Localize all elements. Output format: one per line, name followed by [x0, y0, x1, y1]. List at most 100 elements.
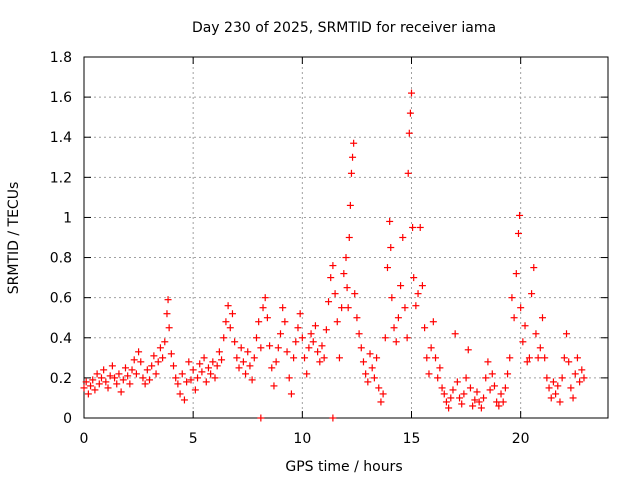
data-point	[355, 330, 363, 338]
data-point	[359, 358, 367, 366]
data-point	[325, 298, 333, 306]
data-point	[534, 354, 542, 362]
data-point	[495, 402, 503, 410]
data-point	[80, 384, 88, 392]
y-tick-label: 1.2	[50, 170, 72, 186]
y-axis-label: SRMTID / TECUs	[6, 182, 22, 295]
data-point	[322, 326, 330, 334]
data-point	[399, 234, 407, 241]
data-point	[106, 372, 114, 380]
data-point	[204, 364, 212, 372]
data-point	[377, 398, 385, 406]
data-point	[242, 370, 250, 378]
data-point	[215, 348, 223, 356]
data-point	[438, 384, 446, 392]
data-point	[185, 358, 193, 366]
data-point	[270, 382, 278, 390]
data-point	[318, 342, 326, 350]
data-point	[442, 398, 450, 406]
data-point	[292, 338, 300, 346]
data-point	[521, 322, 529, 330]
data-point	[233, 354, 241, 362]
data-point	[530, 264, 538, 272]
data-point	[89, 376, 97, 384]
data-point	[130, 356, 138, 364]
data-point	[143, 366, 151, 374]
data-point	[554, 382, 562, 390]
data-point	[178, 370, 186, 378]
data-point	[576, 378, 584, 386]
data-point	[316, 358, 324, 366]
data-point	[296, 310, 304, 318]
data-point	[480, 394, 488, 402]
data-point	[364, 378, 372, 386]
chart-title: Day 230 of 2025, SRMTID for receiver iam…	[192, 20, 496, 36]
data-point	[510, 314, 518, 322]
data-point	[235, 364, 243, 372]
y-tick-label: 0	[63, 411, 72, 427]
data-point	[506, 354, 514, 362]
data-point	[220, 334, 228, 342]
data-point	[124, 372, 132, 380]
data-point	[200, 354, 208, 362]
y-tick-label: 1	[63, 210, 72, 226]
data-point	[239, 358, 247, 366]
data-point	[287, 390, 295, 398]
data-point	[87, 382, 95, 390]
data-point	[343, 284, 351, 292]
data-point	[421, 324, 429, 332]
data-point	[218, 356, 226, 364]
data-point	[335, 354, 343, 362]
data-point	[545, 384, 553, 392]
data-point	[327, 274, 335, 282]
data-point	[250, 354, 258, 362]
data-point	[427, 344, 435, 352]
data-point	[311, 322, 319, 330]
data-point	[117, 388, 125, 396]
data-point	[560, 354, 568, 362]
data-point	[473, 388, 481, 396]
data-point	[475, 398, 483, 406]
data-point	[228, 310, 236, 318]
data-point	[517, 304, 525, 312]
data-point	[279, 304, 287, 312]
data-point	[345, 234, 353, 241]
data-point	[556, 398, 564, 406]
data-point	[412, 302, 420, 310]
data-point	[115, 370, 123, 378]
data-point	[519, 338, 527, 346]
data-point	[580, 374, 588, 382]
data-point	[183, 378, 191, 386]
data-point	[82, 378, 90, 386]
data-point	[207, 370, 215, 378]
data-point	[146, 376, 153, 384]
data-point	[401, 304, 409, 312]
data-point	[301, 354, 309, 362]
data-point	[121, 364, 129, 372]
data-point	[338, 304, 346, 312]
data-point	[351, 290, 359, 298]
data-point	[381, 334, 389, 342]
data-point	[97, 374, 105, 382]
y-tick-label: 1.8	[50, 50, 72, 66]
data-point	[290, 354, 298, 362]
x-axis-label: GPS time / hours	[285, 459, 402, 475]
data-point	[394, 314, 402, 322]
y-tick-label: 0.2	[50, 371, 72, 387]
data-point	[497, 390, 505, 398]
data-point	[386, 217, 394, 225]
data-point	[189, 366, 197, 374]
data-point	[196, 360, 204, 368]
data-point	[119, 376, 127, 384]
data-point	[418, 282, 426, 290]
data-point	[565, 358, 573, 366]
data-point	[370, 374, 378, 382]
data-point	[571, 370, 579, 378]
data-point	[159, 354, 167, 362]
data-point	[187, 376, 195, 384]
data-point	[132, 370, 140, 378]
data-point	[191, 386, 199, 394]
data-point	[257, 344, 265, 352]
data-point	[108, 362, 116, 370]
data-point	[266, 342, 274, 350]
